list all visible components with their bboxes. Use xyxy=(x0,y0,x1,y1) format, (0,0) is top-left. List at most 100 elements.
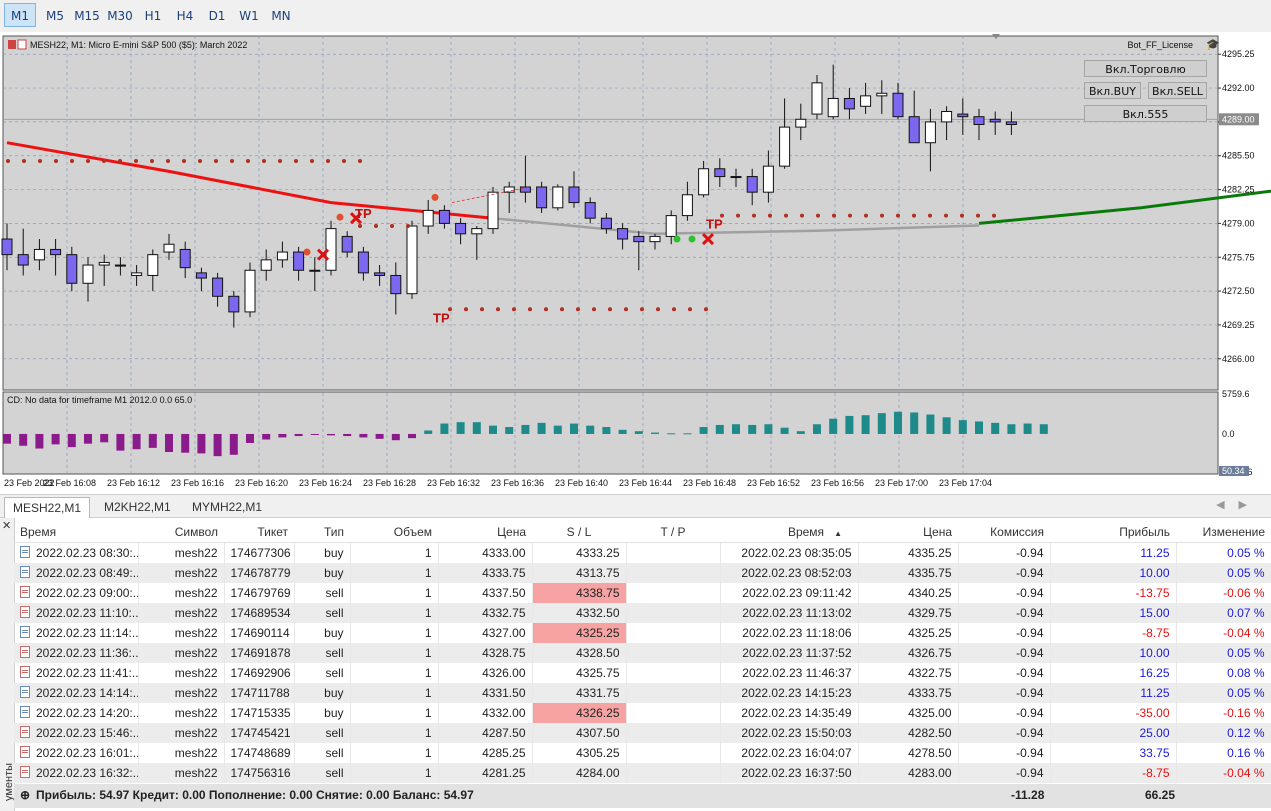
tab-m2kh22[interactable]: M2KH22,M1 xyxy=(104,500,171,514)
cell-tp xyxy=(626,723,721,743)
trade-close-marker xyxy=(701,232,715,246)
level-dot xyxy=(672,307,676,312)
cell-close-price: 4335.25 xyxy=(858,542,959,563)
cell-close-price: 4325.00 xyxy=(858,703,959,723)
timeframe-w1-button[interactable]: W1 xyxy=(239,9,259,23)
sort-arrow-icon: ▲ xyxy=(834,529,842,538)
cell-type: sell xyxy=(294,583,351,603)
histogram-bar xyxy=(1007,424,1016,434)
col-change[interactable]: Изменение xyxy=(1176,522,1271,543)
col-profit[interactable]: Прибыль xyxy=(1050,522,1176,543)
col-type[interactable]: Тип xyxy=(294,522,350,543)
level-dot xyxy=(230,158,234,163)
timeframe-h4-button[interactable]: H4 xyxy=(176,9,194,23)
time-tick-label: 23 Feb 17:04 xyxy=(939,478,992,488)
cell-close-price: 4322.75 xyxy=(858,663,959,683)
toggle-sell-button[interactable]: Вкл.SELL xyxy=(1148,82,1207,99)
table-row[interactable]: 2022.02.23 14:20:... mesh22 174715335 buy 1 4… xyxy=(14,703,1271,723)
histogram-bar xyxy=(796,431,805,434)
candle-body xyxy=(843,97,855,110)
level-dot xyxy=(342,158,346,163)
cell-volume: 1 xyxy=(350,623,439,643)
cell-profit: 16.25 xyxy=(1050,663,1177,683)
col-volume[interactable]: Объем xyxy=(350,522,438,543)
candle-body xyxy=(276,251,288,261)
col-tp[interactable]: T / P xyxy=(626,522,720,543)
candle-body xyxy=(50,248,62,256)
toggle-buy-button[interactable]: Вкл.BUY xyxy=(1084,82,1141,99)
level-dot xyxy=(560,307,564,312)
candle-body xyxy=(374,272,386,276)
table-row[interactable]: 2022.02.23 14:14:... mesh22 174711788 buy 1 4… xyxy=(14,683,1271,703)
shift-marker-icon[interactable] xyxy=(992,34,1000,39)
cell-tp xyxy=(626,563,721,583)
col-time[interactable]: Время xyxy=(14,522,138,543)
cell-volume: 1 xyxy=(350,663,439,683)
level-dot xyxy=(784,213,788,218)
table-row[interactable]: 2022.02.23 11:10:... mesh22 174689534 sell 1… xyxy=(14,603,1271,623)
table-header: Время Символ Тикет Тип Объем Цена S / L … xyxy=(14,522,1271,543)
cell-tp xyxy=(626,703,721,723)
histogram-bar xyxy=(861,415,870,434)
col-ticket[interactable]: Тикет xyxy=(224,522,294,543)
level-dot xyxy=(448,307,452,312)
tab-mymh22[interactable]: MYMH22,M1 xyxy=(192,500,263,514)
timeframe-mn-button[interactable]: MN xyxy=(271,9,291,23)
timeframe-m30-button[interactable]: M30 xyxy=(107,9,133,23)
col-commission[interactable]: Комиссия xyxy=(958,522,1050,543)
summary-text: Прибыль: 54.97 Кредит: 0.00 Пополнение: … xyxy=(36,788,474,802)
cell-ticket: 174679769 xyxy=(224,583,295,603)
cell-change: 0.12 % xyxy=(1176,723,1271,743)
col-close-price[interactable]: Цена xyxy=(858,522,958,543)
tab-mesh22[interactable]: MESH22,M1 xyxy=(4,497,91,518)
cell-price: 4331.50 xyxy=(438,683,533,703)
timeframe-d1-button[interactable]: D1 xyxy=(208,9,226,23)
level-dot xyxy=(576,307,580,312)
candle-body xyxy=(309,269,321,272)
timeframe-m1-button[interactable]: M1 xyxy=(4,3,36,27)
tab-scroll-arrows[interactable]: ◀▶ xyxy=(1216,498,1261,511)
price-chart[interactable]: 4295.254292.004288.754285.504282.254279.… xyxy=(0,32,1271,494)
candle-body xyxy=(973,116,985,126)
col-price[interactable]: Цена xyxy=(438,522,532,543)
cell-type: sell xyxy=(294,743,351,763)
toggle-trading-button[interactable]: Вкл.Торговлю xyxy=(1084,60,1207,77)
col-close-time[interactable]: Время ▲ xyxy=(720,522,858,543)
cell-close-price: 4333.75 xyxy=(858,683,959,703)
candle-body xyxy=(438,209,450,224)
cell-symbol: mesh22 xyxy=(138,743,225,763)
table-row[interactable]: 2022.02.23 16:32:... mesh22 174756316 sell 1… xyxy=(14,763,1271,783)
table-row[interactable]: 2022.02.23 16:01:... mesh22 174748689 sell 1… xyxy=(14,743,1271,763)
cell-price: 4333.00 xyxy=(438,542,533,563)
table-row[interactable]: 2022.02.23 11:36:... mesh22 174691878 sell 1… xyxy=(14,643,1271,663)
table-row[interactable]: 2022.02.23 09:00:... mesh22 174679769 sell 1… xyxy=(14,583,1271,603)
level-dot xyxy=(118,158,122,163)
histogram-bar xyxy=(424,430,433,434)
col-symbol[interactable]: Символ xyxy=(138,522,224,543)
timeframe-m5-button[interactable]: M5 xyxy=(46,9,64,23)
col-sl[interactable]: S / L xyxy=(532,522,626,543)
table-row[interactable]: 2022.02.23 08:30:... mesh22 174677306 buy 1 4… xyxy=(14,542,1271,563)
table-row[interactable]: 2022.02.23 11:41:... mesh22 174692906 sell 1… xyxy=(14,663,1271,683)
table-row[interactable]: 2022.02.23 15:46:... mesh22 174745421 sell 1… xyxy=(14,723,1271,743)
candle-body xyxy=(633,235,645,243)
candle-body xyxy=(649,235,661,243)
cell-time-text: 2022.02.23 08:30:... xyxy=(36,546,138,560)
toggle-magic-button[interactable]: Вкл.555 xyxy=(1084,105,1207,122)
chart-window[interactable]: 4295.254292.004288.754285.504282.254279.… xyxy=(0,32,1271,494)
timeframe-h1-button[interactable]: H1 xyxy=(144,9,162,23)
chart-title: MESH22, M1: Micro E-mini S&P 500 ($5): M… xyxy=(30,40,247,50)
cell-close-time: 2022.02.23 14:15:23 xyxy=(720,683,859,703)
close-icon[interactable]: ✕ xyxy=(2,519,12,532)
cell-commission: -0.94 xyxy=(958,743,1051,763)
histogram-bar xyxy=(408,433,416,439)
time-tick-label: 23 Feb 16:56 xyxy=(811,478,864,488)
table-row[interactable]: 2022.02.23 11:14:... mesh22 174690114 buy 1 4… xyxy=(14,623,1271,643)
time-tick-label: 23 Feb 16:28 xyxy=(363,478,416,488)
timeframe-m15-button[interactable]: M15 xyxy=(74,9,100,23)
cell-volume: 1 xyxy=(350,723,439,743)
cell-type: buy xyxy=(294,542,351,563)
histogram-bar xyxy=(456,422,465,434)
level-dot xyxy=(310,158,314,163)
table-row[interactable]: 2022.02.23 08:49:... mesh22 174678779 buy 1 4… xyxy=(14,563,1271,583)
